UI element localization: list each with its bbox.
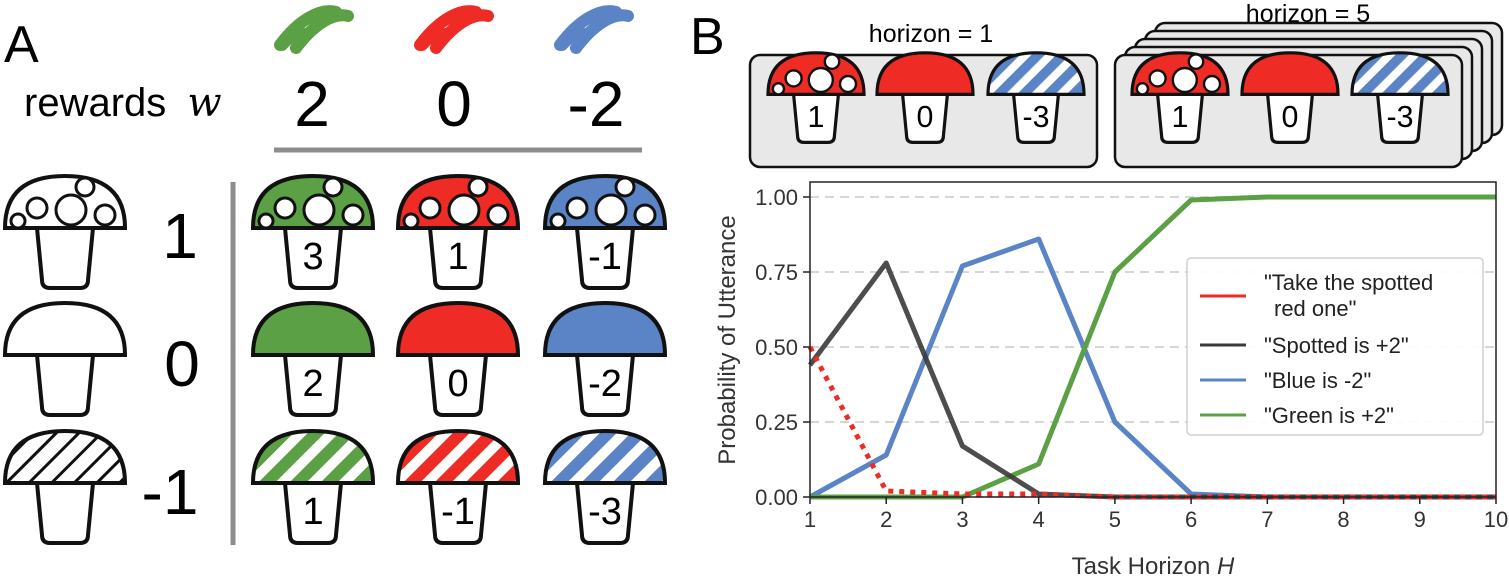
mushroom-value: 0 bbox=[917, 100, 934, 134]
x-axis-label-variable: H bbox=[1217, 553, 1235, 579]
mushroom-value: 1 bbox=[808, 100, 825, 134]
plot-frame bbox=[809, 181, 1497, 498]
mushroom-value: -3 bbox=[588, 491, 622, 533]
red-reward-value: 0 bbox=[436, 68, 472, 140]
mushroom-value: -3 bbox=[1022, 100, 1049, 134]
mushroom-value: 1 bbox=[447, 236, 468, 278]
panel-a-letter: A bbox=[4, 16, 39, 74]
red-paint-swatch bbox=[414, 5, 494, 54]
blue-reward-value: -2 bbox=[568, 68, 625, 140]
mushroom-value: -1 bbox=[588, 236, 622, 278]
y-tick-label: 0.75 bbox=[755, 260, 798, 285]
green-reward-value: 2 bbox=[294, 68, 330, 140]
green-spotted-mushroom: 3 bbox=[250, 173, 376, 290]
blue-plain-mushroom: -2 bbox=[542, 300, 668, 417]
horizon-5-blue-striped-mushroom: -3 bbox=[1350, 51, 1450, 145]
legend-entry-text: red one" bbox=[1274, 296, 1356, 321]
x-axis-label: Task Horizon H bbox=[1072, 553, 1235, 579]
plain-pattern-mushroom bbox=[2, 300, 128, 417]
spotted-pattern-mushroom bbox=[2, 173, 128, 290]
mushroom-value: 1 bbox=[1172, 100, 1189, 134]
x-tick-label: 6 bbox=[1185, 507, 1197, 532]
x-tick-label: 9 bbox=[1414, 507, 1426, 532]
x-tick-label: 7 bbox=[1261, 507, 1273, 532]
x-tick-label: 3 bbox=[956, 507, 968, 532]
legend-box bbox=[1186, 257, 1484, 436]
mushroom-value: 0 bbox=[447, 363, 468, 405]
x-tick-label: 8 bbox=[1337, 507, 1349, 532]
green-striped-mushroom: 1 bbox=[250, 428, 376, 545]
legend-entry-text: "Take the spotted bbox=[1264, 270, 1433, 295]
legend-entry-text: "Spotted is +2" bbox=[1264, 333, 1409, 358]
rewards-label: rewards w bbox=[24, 80, 222, 126]
chart-ticks: 0.00 0.25 0.50 0.75 1.00 1 2 3 4 5 6 7 8 9 10 bbox=[755, 185, 1508, 532]
utterance-probability-chart: 0.00 0.25 0.50 0.75 1.00 1 2 3 4 5 6 7 8 9 10 Task Hor… bbox=[714, 181, 1508, 579]
blue-paint-swatch bbox=[554, 5, 634, 54]
blue-spotted-mushroom: -1 bbox=[542, 173, 668, 290]
y-tick-label: 0.50 bbox=[755, 335, 798, 360]
red-striped-mushroom: -1 bbox=[395, 428, 521, 545]
svg-text:rewards w: rewards w bbox=[24, 80, 222, 126]
mushroom-value: 3 bbox=[302, 236, 323, 278]
mushroom-value: -1 bbox=[441, 491, 475, 533]
horizon-1-blue-striped-mushroom: -3 bbox=[986, 51, 1086, 145]
y-tick-label: 0.00 bbox=[755, 485, 798, 510]
panel-b-letter: B bbox=[690, 8, 725, 66]
horizon-1-red-plain-mushroom: 0 bbox=[875, 51, 975, 145]
y-tick-label: 1.00 bbox=[755, 185, 798, 210]
red-spotted-mushroom: 1 bbox=[395, 173, 521, 290]
mushroom-value: 0 bbox=[1282, 100, 1299, 134]
horizon-5-red-spotted-mushroom: 1 bbox=[1130, 51, 1230, 145]
red-plain-mushroom: 0 bbox=[395, 300, 521, 417]
legend-entry-text: "Green is +2" bbox=[1264, 403, 1394, 428]
horizon-1-label: horizon = 1 bbox=[869, 20, 993, 48]
x-tick-label: 2 bbox=[880, 507, 892, 532]
horizon-1-red-spotted-mushroom: 1 bbox=[766, 51, 866, 145]
plain-reward-value: 0 bbox=[164, 328, 200, 400]
x-tick-label: 10 bbox=[1484, 507, 1508, 532]
x-tick-label: 5 bbox=[1109, 507, 1121, 532]
mushroom-value: 2 bbox=[302, 363, 323, 405]
x-tick-label: 1 bbox=[804, 507, 816, 532]
striped-pattern-mushroom bbox=[2, 428, 128, 545]
green-paint-swatch bbox=[274, 5, 354, 54]
horizon-5-red-plain-mushroom: 0 bbox=[1240, 51, 1340, 145]
x-axis-label-text: Task Horizon bbox=[1072, 553, 1217, 579]
rewards-symbol: w bbox=[187, 80, 221, 126]
green-plain-mushroom: 2 bbox=[250, 300, 376, 417]
rewards-label-text: rewards bbox=[24, 81, 166, 125]
y-axis-label: Probability of Utterance bbox=[714, 215, 741, 464]
striped-reward-value: -1 bbox=[142, 456, 199, 528]
x-tick-label: 4 bbox=[1033, 507, 1045, 532]
mushroom-value: -3 bbox=[1386, 100, 1413, 134]
blue-striped-mushroom: -3 bbox=[542, 428, 668, 545]
mushroom-value: 1 bbox=[302, 491, 323, 533]
legend-entry-text: "Blue is -2" bbox=[1264, 368, 1371, 393]
spotted-reward-value: 1 bbox=[162, 200, 198, 272]
mushroom-value: -2 bbox=[588, 363, 622, 405]
y-tick-label: 0.25 bbox=[755, 410, 798, 435]
